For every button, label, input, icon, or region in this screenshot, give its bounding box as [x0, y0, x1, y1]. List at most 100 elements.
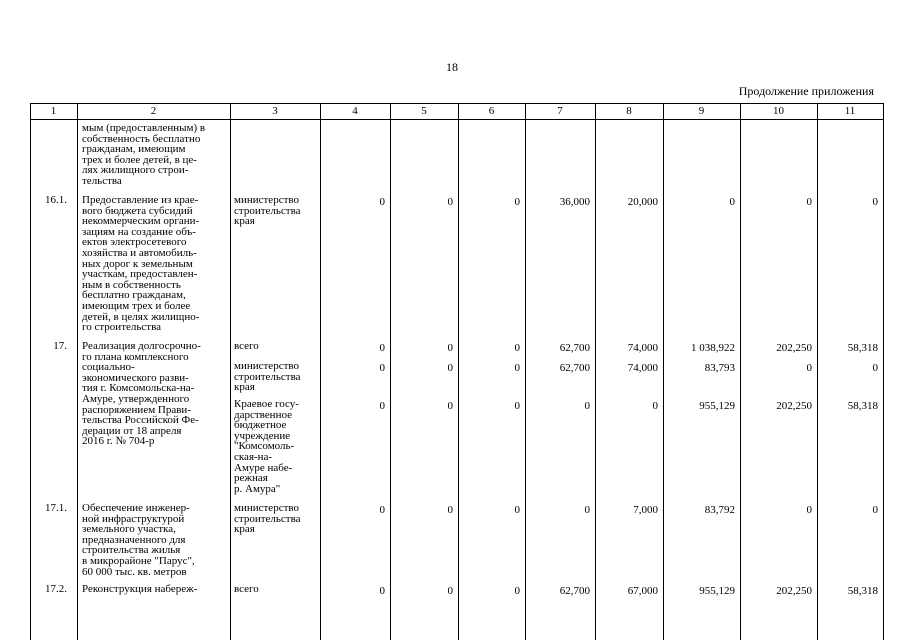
- value-cell: 83,792: [704, 504, 735, 516]
- row-name-line: зациям на создание объ-: [82, 225, 196, 238]
- organization-line: дарственное: [234, 408, 292, 421]
- continuation-note: Продолжение приложения: [738, 84, 874, 98]
- value-cell: 0: [806, 196, 813, 208]
- column-line: [740, 103, 741, 640]
- organization-line: края: [234, 381, 255, 394]
- value-cell: 0: [806, 362, 813, 374]
- row-name-line: в микрорайоне "Парус",: [82, 555, 195, 567]
- value-cell: 67,000: [627, 585, 658, 597]
- row-name-line: некоммерческим органи-: [82, 215, 200, 228]
- header-cell: 1: [50, 105, 57, 117]
- value-cell: 74,000: [627, 342, 658, 354]
- column-line: [663, 103, 664, 640]
- value-cell: 0: [514, 400, 521, 412]
- row-name-line: вого бюджета субсидий: [82, 204, 193, 217]
- value-cell: 0: [514, 585, 521, 597]
- value-cell: 83,793: [704, 362, 735, 374]
- value-cell: 0: [379, 585, 386, 597]
- organization-line: всего: [234, 340, 259, 352]
- row-name-line: трех и более детей, в це-: [82, 153, 197, 166]
- row-name-line: гражданам, имеющим: [82, 143, 186, 156]
- row-name-line: тельства: [82, 175, 122, 187]
- value-cell: 0: [447, 504, 454, 516]
- row-name-line: ектов электросетевого: [82, 236, 187, 249]
- row-number: 17.2.: [45, 583, 67, 595]
- row-name-line: 2016 г. № 704-р: [82, 435, 155, 448]
- organization-line: министерство: [234, 502, 300, 514]
- row-name-line: экономического разви-: [82, 371, 189, 384]
- organization-line: ская-на-: [234, 451, 273, 463]
- value-cell: 0: [514, 362, 521, 374]
- value-cell: 0: [514, 196, 521, 208]
- column-line: [230, 103, 231, 640]
- value-cell: 0: [872, 504, 879, 516]
- value-cell: 202,250: [776, 400, 812, 412]
- organization-line: режная: [234, 472, 268, 485]
- value-cell: 1 038,922: [691, 342, 735, 354]
- row-name-line: Реконструкция набереж-: [82, 583, 198, 595]
- row-name-line: социально-: [82, 361, 135, 374]
- value-cell: 0: [379, 342, 386, 354]
- organization-line: "Комсомоль-: [234, 440, 295, 453]
- value-cell: 0: [379, 196, 386, 208]
- row-name-line: ным в собственность: [82, 278, 181, 291]
- row-name-line: лях жилищного строи-: [82, 164, 189, 177]
- organization-line: всего: [234, 583, 259, 595]
- row-name-line: Амуре, утвержденного: [82, 393, 190, 405]
- value-cell: 955,129: [699, 400, 735, 412]
- row-name-line: го строительства: [82, 321, 162, 334]
- header-cell: 10: [773, 105, 784, 117]
- row-name-line: тия г. Комсомольска-на-: [82, 382, 195, 395]
- column-line: [817, 103, 818, 640]
- row-name-line: ных дорог к земельным: [82, 257, 193, 270]
- row-name-line: бесплатно гражданам,: [82, 289, 186, 302]
- header-cell: 7: [557, 105, 563, 117]
- row-number: 17.1.: [45, 502, 67, 514]
- column-line: [595, 103, 596, 640]
- row-name-line: Обеспечение инженер-: [82, 502, 190, 514]
- value-cell: 7,000: [633, 504, 658, 516]
- row-name-line: мым (предоставленным) в: [82, 122, 206, 134]
- header-cell: 5: [421, 105, 427, 117]
- header-bottom-line: [30, 119, 884, 120]
- column-line: [30, 103, 31, 640]
- row-name-line: собственность бесплатно: [82, 132, 201, 145]
- organization-line: министерство: [234, 194, 300, 206]
- row-name-line: имеющим трех и более: [82, 300, 191, 312]
- row-name-line: Реализация долгосрочно-: [82, 340, 201, 352]
- row-name-line: дерации от 18 апреля: [82, 424, 182, 437]
- row-name-line: ной инфраструктурой: [82, 512, 185, 525]
- value-cell: 0: [872, 362, 879, 374]
- header-cell: 6: [488, 105, 495, 117]
- header-top-line: [30, 103, 884, 104]
- organization-line: министерство: [234, 360, 300, 372]
- header-cell: 9: [698, 105, 705, 117]
- value-cell: 62,700: [559, 585, 590, 597]
- value-cell: 62,700: [559, 362, 590, 374]
- value-cell: 0: [514, 504, 521, 516]
- header-cell: 11: [844, 105, 856, 117]
- value-cell: 0: [806, 504, 813, 516]
- value-cell: 58,318: [847, 585, 878, 597]
- header-cell: 2: [150, 105, 157, 117]
- organization-line: строительства: [234, 204, 301, 217]
- value-cell: 0: [447, 342, 454, 354]
- value-cell: 0: [447, 362, 454, 374]
- value-cell: 0: [584, 400, 591, 412]
- value-cell: 20,000: [627, 196, 658, 208]
- organization-line: края: [234, 523, 255, 536]
- row-name-line: 60 000 тыс. кв. метров: [82, 565, 187, 578]
- row-name-line: предназначенного для: [82, 533, 186, 546]
- value-cell: 74,000: [627, 362, 658, 374]
- row-name-line: участкам, предоставлен-: [82, 268, 198, 281]
- organization-line: края: [234, 215, 255, 228]
- header-cell: 8: [626, 105, 632, 117]
- value-cell: 0: [447, 585, 454, 597]
- value-cell: 58,318: [847, 342, 878, 354]
- value-cell: 0: [379, 400, 386, 412]
- row-number: 17.: [53, 340, 67, 352]
- page-number: 18: [446, 60, 458, 74]
- organization-line: Амуре набе-: [234, 461, 293, 474]
- value-cell: 0: [447, 196, 454, 208]
